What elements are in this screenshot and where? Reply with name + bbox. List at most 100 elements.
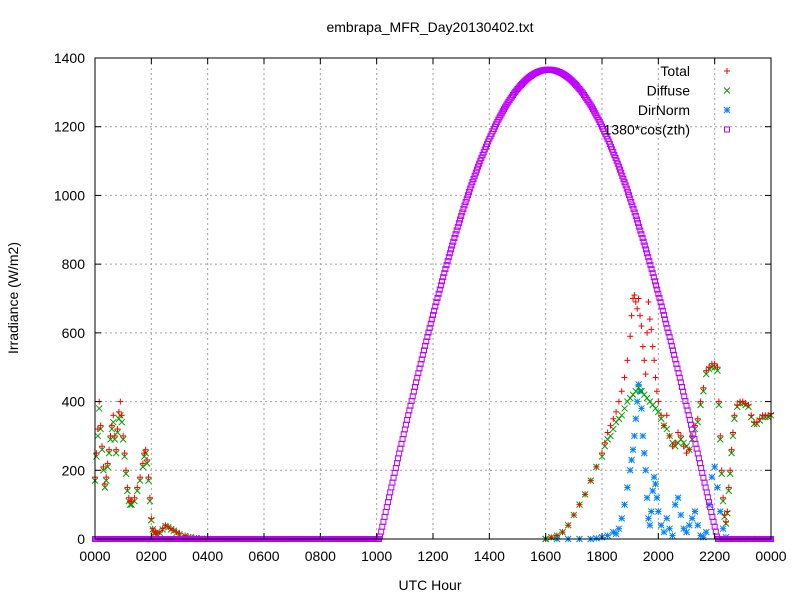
data-point <box>652 374 659 381</box>
data-point <box>702 370 710 378</box>
data-point <box>649 343 656 350</box>
data-point <box>156 529 163 536</box>
data-point <box>145 474 152 481</box>
data-point <box>655 290 662 297</box>
data-point <box>618 388 625 395</box>
data-point <box>93 453 100 460</box>
data-point <box>700 474 707 481</box>
data-point <box>101 481 108 488</box>
data-point <box>397 445 404 452</box>
data-point <box>391 469 398 476</box>
data-point <box>652 480 659 488</box>
data-point <box>553 532 560 539</box>
data-point <box>448 246 455 253</box>
data-point <box>645 298 652 305</box>
data-point <box>702 528 710 536</box>
data-point <box>725 487 733 495</box>
data-point <box>654 408 662 416</box>
data-point <box>442 266 449 273</box>
data-point <box>668 342 675 349</box>
data-point <box>657 415 665 423</box>
data-point <box>439 278 446 285</box>
data-point <box>622 182 629 189</box>
data-point <box>641 242 648 249</box>
data-point <box>570 511 577 518</box>
data-point <box>609 425 617 433</box>
data-point <box>632 415 640 423</box>
data-point <box>624 357 631 364</box>
data-point <box>660 312 667 319</box>
data-point <box>669 443 676 450</box>
y-axis-title: Irradiance (W/m2) <box>5 242 21 354</box>
data-point <box>615 163 622 170</box>
data-point <box>718 467 725 474</box>
data-point <box>582 491 589 498</box>
data-point <box>114 429 121 436</box>
data-point <box>114 426 121 433</box>
data-point <box>102 477 110 484</box>
data-point <box>631 432 638 440</box>
data-point <box>434 294 441 301</box>
data-point <box>753 419 760 426</box>
legend: Total Diffuse DirNorm 1380*cos(zth) <box>604 63 731 138</box>
data-point <box>638 231 645 238</box>
data-point <box>621 501 628 508</box>
y-tick-label: 600 <box>62 325 86 341</box>
data-point <box>629 295 636 302</box>
data-point <box>675 429 682 436</box>
data-point <box>459 209 466 216</box>
data-point <box>727 467 734 474</box>
data-point <box>630 205 637 212</box>
data-point <box>700 387 707 395</box>
data-point <box>118 412 125 419</box>
data-point <box>607 422 614 429</box>
data-point <box>694 418 702 426</box>
data-point <box>627 333 634 340</box>
data-point <box>648 326 655 333</box>
legend-item: DirNorm <box>638 102 731 118</box>
data-point <box>714 484 721 491</box>
y-tick-label: 1000 <box>54 187 85 203</box>
x-tick-label: 2000 <box>643 548 674 564</box>
data-point <box>400 431 407 438</box>
data-point <box>112 449 120 457</box>
data-point <box>140 453 148 460</box>
data-point <box>425 329 432 336</box>
series-total <box>92 292 774 542</box>
data-point <box>745 402 752 409</box>
data-point <box>388 484 395 491</box>
data-point <box>635 295 642 302</box>
data-point <box>716 436 724 443</box>
data-point <box>121 450 128 457</box>
data-point <box>457 216 464 223</box>
data-point <box>176 530 183 537</box>
data-point <box>120 432 127 439</box>
data-point <box>642 466 650 474</box>
data-point <box>387 489 394 496</box>
data-point <box>599 450 605 457</box>
data-point <box>593 534 600 542</box>
data-point <box>426 325 433 332</box>
data-point <box>718 470 726 478</box>
data-point <box>637 227 644 234</box>
data-point <box>143 460 151 467</box>
data-point <box>148 515 155 522</box>
data-point <box>708 508 715 515</box>
data-point <box>677 511 685 519</box>
data-point <box>126 501 134 508</box>
data-point <box>422 342 429 349</box>
data-point <box>109 418 117 426</box>
legend-marker <box>724 68 730 74</box>
x-tick-label: 1600 <box>530 548 561 564</box>
data-point <box>617 166 624 173</box>
data-point <box>420 347 427 354</box>
data-point <box>390 474 397 481</box>
data-point <box>685 521 693 529</box>
data-point <box>144 456 151 463</box>
data-point <box>660 528 668 536</box>
data-point <box>108 425 116 433</box>
data-point <box>99 443 106 450</box>
data-point <box>142 446 149 453</box>
data-point <box>701 479 708 486</box>
